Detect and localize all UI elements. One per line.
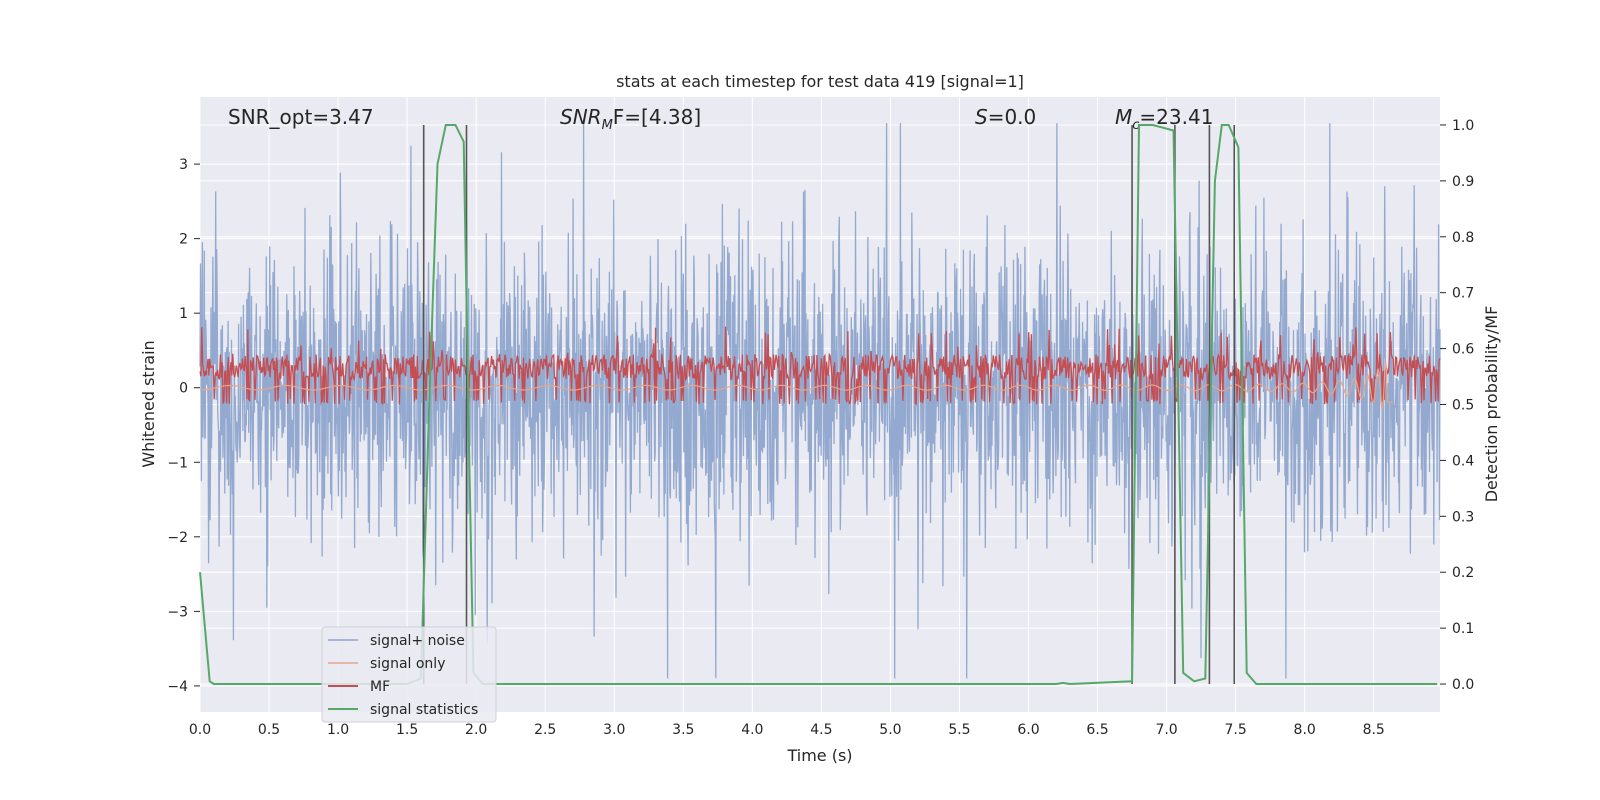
y-left-tick-label: −2 bbox=[167, 530, 188, 546]
signal-only-line bbox=[200, 362, 1394, 410]
y-left-tick-label: 2 bbox=[179, 232, 188, 248]
x-tick-label: 7.0 bbox=[1155, 722, 1177, 738]
y-right-tick-label: 0.4 bbox=[1452, 453, 1474, 469]
vertical-markers bbox=[422, 124, 1236, 685]
annotation-rest: =23.41 bbox=[1139, 105, 1213, 129]
x-tick-label: 7.5 bbox=[1225, 722, 1247, 738]
y-left-tick-label: −1 bbox=[167, 455, 188, 471]
x-tick-label: 2.0 bbox=[465, 722, 487, 738]
legend-label: signal statistics bbox=[370, 702, 478, 718]
x-tick-label: 3.0 bbox=[603, 722, 625, 738]
y-right-ticks: 1.0 0.9 0.8 0.7 0.6 0.5 0.4 0.3 0.2 0.1 0.0 bbox=[1440, 118, 1474, 693]
legend-label: signal only bbox=[370, 656, 445, 672]
annotation-snr-opt: SNR_opt=3.47 bbox=[228, 105, 374, 129]
annotation-subscript: M bbox=[602, 118, 613, 133]
annotation-subscript: c bbox=[1132, 118, 1139, 133]
y-left-axis-label: Whitened strain bbox=[139, 340, 158, 467]
x-tick-label: 1.5 bbox=[396, 722, 418, 738]
annotation-main: SNR bbox=[560, 105, 602, 129]
annotation-rest: =0.0 bbox=[988, 105, 1037, 129]
annotation-main: SNR_opt=3.47 bbox=[228, 105, 374, 129]
x-tick-label: 5.5 bbox=[948, 722, 970, 738]
x-tick-label: 1.0 bbox=[327, 722, 349, 738]
y-right-tick-label: 0.1 bbox=[1452, 621, 1474, 637]
annotation-rest: F=[4.38] bbox=[613, 105, 701, 129]
y-right-tick-label: 0.3 bbox=[1452, 509, 1474, 525]
x-tick-label: 6.5 bbox=[1086, 722, 1108, 738]
y-left-tick-label: 1 bbox=[179, 306, 188, 322]
x-tick-label: 0.5 bbox=[258, 722, 280, 738]
x-ticks: 0.0 0.5 1.0 1.5 2.0 2.5 3.0 3.5 4.0 4.5 5.0 5.5 6.0 6… bbox=[189, 722, 1385, 738]
x-tick-label: 4.0 bbox=[741, 722, 763, 738]
x-tick-label: 3.5 bbox=[672, 722, 694, 738]
legend-label: signal+ noise bbox=[370, 633, 465, 649]
y-right-tick-label: 0.2 bbox=[1452, 565, 1474, 581]
annotation-main: M bbox=[1115, 105, 1132, 129]
x-tick-label: 8.5 bbox=[1363, 722, 1385, 738]
y-left-tick-label: 3 bbox=[179, 157, 188, 173]
y-right-tick-label: 0.8 bbox=[1452, 230, 1474, 246]
y-right-tick-label: 0.9 bbox=[1452, 174, 1474, 190]
x-tick-label: 8.0 bbox=[1294, 722, 1316, 738]
x-tick-label: 5.0 bbox=[879, 722, 901, 738]
legend: signal+ noise signal only MF signal statist… bbox=[321, 626, 497, 723]
x-axis-label: Time (s) bbox=[786, 746, 852, 765]
y-right-tick-label: 0.6 bbox=[1452, 342, 1474, 358]
chart-title: stats at each timestep for test data 419… bbox=[616, 72, 1024, 91]
y-left-ticks: 3 2 1 0 −1 −2 −3 −4 bbox=[167, 157, 200, 695]
y-left-tick-label: 0 bbox=[179, 381, 188, 397]
annotation-main: S bbox=[975, 105, 988, 129]
annotation-s-val: S=0.0 bbox=[975, 105, 1036, 129]
x-tick-label: 4.5 bbox=[810, 722, 832, 738]
legend-label: MF bbox=[370, 679, 390, 695]
annotations: SNR_opt=3.47 SNRMF=[4.38] S=0.0 Mc=23.41 bbox=[228, 105, 1213, 133]
y-right-tick-label: 0.5 bbox=[1452, 398, 1474, 414]
legend-box bbox=[321, 626, 497, 723]
annotation-snr-mf: SNRMF=[4.38] bbox=[560, 105, 701, 133]
y-right-tick-label: 0.0 bbox=[1452, 677, 1474, 693]
signal-only-series bbox=[200, 362, 1394, 410]
x-tick-label: 0.0 bbox=[189, 722, 211, 738]
annotation-mc-val: Mc=23.41 bbox=[1115, 105, 1213, 133]
y-right-tick-label: 0.7 bbox=[1452, 286, 1474, 302]
x-tick-label: 2.5 bbox=[534, 722, 556, 738]
y-left-tick-label: −3 bbox=[167, 604, 188, 620]
x-tick-label: 6.0 bbox=[1017, 722, 1039, 738]
y-right-tick-label: 1.0 bbox=[1452, 118, 1474, 134]
y-right-axis-label: Detection probability/MF bbox=[1482, 306, 1501, 503]
y-left-tick-label: −4 bbox=[167, 679, 188, 695]
